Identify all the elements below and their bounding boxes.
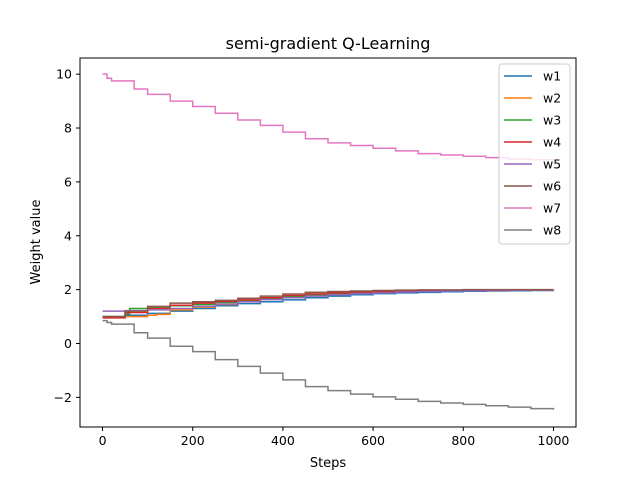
series-layer [102,73,555,410]
series-line-w8 [102,319,555,410]
legend-label-w2: w2 [543,91,561,106]
y-tick-label: 4 [64,228,72,243]
legend-label-w1: w1 [543,69,561,84]
y-tick-label: 0 [64,336,72,351]
x-tick-label: 200 [181,433,205,448]
legend: w1 w2 w3 w4 w5 w6 w7 w8 [498,63,571,245]
x-axis-label: Steps [310,456,347,471]
legend-box [498,63,571,245]
series-line-w6 [102,288,554,318]
y-tick-label: 6 [64,174,72,189]
chart-title: semi-gradient Q-Learning [226,34,431,53]
legend-label-w6: w6 [543,179,561,194]
legend-label-w8: w8 [543,223,561,238]
legend-label-w4: w4 [543,135,561,150]
series-line-w7 [102,73,555,161]
plot-frame [79,57,577,428]
y-axis-ticks: −2 0 2 4 6 8 10 [54,67,80,405]
y-tick-label: 2 [64,282,72,297]
x-tick-label: 400 [271,433,295,448]
legend-label-w7: w7 [543,201,561,216]
x-tick-label: 600 [361,433,385,448]
y-tick-label: −2 [54,390,72,405]
y-tick-label: 10 [56,67,72,82]
x-tick-label: 800 [451,433,475,448]
series-line-w5 [102,289,555,312]
y-axis-label: Weight value [29,200,44,285]
x-tick-label: 0 [99,433,107,448]
x-tick-label: 1000 [538,433,570,448]
x-axis-ticks: 0 200 400 600 800 1000 [99,427,570,448]
legend-label-w3: w3 [543,113,561,128]
legend-label-w5: w5 [543,157,561,172]
y-tick-label: 8 [64,121,72,136]
